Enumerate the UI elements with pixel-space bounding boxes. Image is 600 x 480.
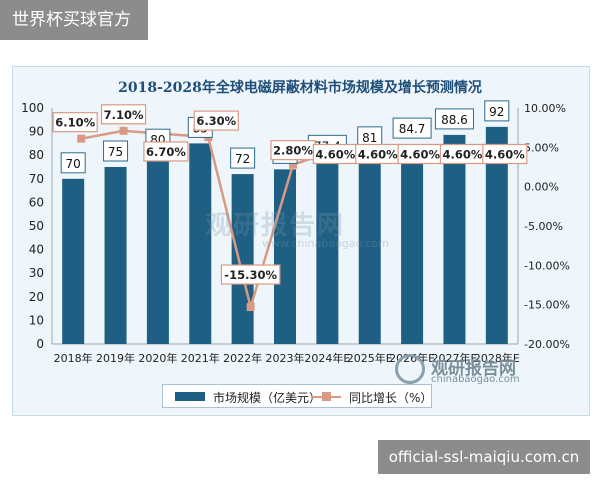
- bar: [358, 152, 381, 344]
- y-left-tick-label: 30: [29, 266, 44, 280]
- line-point: [246, 303, 255, 312]
- growth-value-label: 4.60%: [443, 147, 483, 161]
- site-url-tag: official-ssl-maiqiu.com.cn: [378, 440, 590, 474]
- bar-value-label: 70: [66, 157, 81, 171]
- y-right-tick-label: -5.00%: [524, 220, 563, 233]
- bar: [62, 178, 85, 344]
- y-right-tick-label: 5.00%: [524, 141, 559, 154]
- growth-value-label: 4.60%: [400, 147, 440, 161]
- y-left-tick-label: 0: [36, 337, 44, 351]
- brand-name: 观研报告网: [431, 359, 516, 379]
- y-left-tick-label: 90: [29, 125, 44, 139]
- data-labels: 70758085727477.48184.788.6926.10%7.10%6.…: [52, 100, 528, 285]
- x-tick-label: 2022年: [223, 351, 262, 365]
- x-tick-label: 2021年: [181, 351, 220, 365]
- growth-value-label-box: [52, 112, 98, 133]
- growth-value-label: 4.60%: [315, 147, 355, 161]
- growth-value-label: 2.80%: [273, 144, 313, 158]
- y-right-tick-label: 0.00%: [524, 181, 559, 194]
- watermark-url: www.chinabaogao.com: [262, 237, 389, 250]
- y-left-tick-label: 40: [29, 243, 44, 257]
- bar: [231, 174, 254, 344]
- legend-bar-label: 市场规模（亿美元）: [213, 391, 322, 405]
- bar-value-label-box: [434, 108, 474, 130]
- y-left-tick-label: 60: [29, 195, 44, 209]
- y-left-tick-label: 80: [29, 148, 44, 162]
- bar-value-label: 88.6: [441, 113, 468, 127]
- bar: [189, 143, 212, 344]
- y-right-tick-label: -20.00%: [524, 338, 570, 351]
- bar-value-label-box: [484, 100, 510, 122]
- legend-line-label: 同比增长（%）: [349, 391, 433, 405]
- brand-domain: chinabaogao.com: [431, 374, 520, 385]
- bar-value-label-box: [103, 140, 129, 162]
- bar-value-label: 75: [108, 145, 123, 159]
- x-tick-label: 2019年: [96, 351, 135, 365]
- growth-value-label: 7.10%: [104, 108, 144, 122]
- y-left-tick-label: 100: [21, 101, 44, 115]
- brand-mark-icon: [395, 354, 425, 384]
- growth-value-label-box: [193, 110, 239, 131]
- watermark-text: 观研报告网: [205, 211, 346, 241]
- line-point: [289, 160, 297, 169]
- axes: 0 10 20 30 40 50 60 70 80 90 100 -20.00% -15.00% -10.…: [21, 101, 570, 365]
- bar-value-label: 72: [235, 152, 250, 166]
- y-right-tick-label: -10.00%: [524, 259, 570, 272]
- bar-value-label-box: [392, 117, 432, 139]
- growth-value-label: 6.70%: [146, 145, 186, 159]
- bar: [316, 161, 339, 344]
- y-left-tick-label: 50: [29, 219, 44, 233]
- bar-series: [62, 126, 508, 344]
- y-right-tick-label: -15.00%: [524, 299, 570, 312]
- growth-value-label: 6.30%: [196, 114, 236, 128]
- bar-value-label: 81: [362, 131, 377, 145]
- x-tick-label: 2018年: [54, 351, 93, 365]
- x-tick-label: 2024年E: [304, 351, 350, 365]
- bar: [104, 167, 127, 344]
- y-left-tick-label: 70: [29, 172, 44, 186]
- line-point: [119, 126, 128, 135]
- growth-value-label: -15.30%: [224, 268, 277, 282]
- legend-bar-swatch: [175, 392, 205, 401]
- legend: 市场规模（亿美元） 同比增长（%）: [162, 384, 432, 408]
- growth-value-label-box: [143, 141, 189, 162]
- growth-value-label-box: [100, 104, 147, 125]
- brand-logo: 观研报告网 chinabaogao.com: [395, 352, 585, 388]
- chart-title: 2018-2028年全球电磁屏蔽材料市场规模及增长预测情况: [118, 79, 482, 96]
- x-tick-label: 2025年E: [347, 351, 393, 365]
- bar-value-label: 84.7: [399, 122, 426, 136]
- x-tick-label: 2027年E: [431, 351, 477, 365]
- x-tick-label: 2023年: [266, 351, 305, 365]
- bar-value-label-box: [60, 152, 86, 174]
- y-left-tick-label: 10: [29, 313, 44, 327]
- growth-value-label-box: [482, 143, 528, 165]
- site-tag: 世界杯买球官方: [0, 0, 148, 40]
- legend-line-marker: [322, 392, 331, 401]
- growth-value-label: 4.60%: [358, 147, 398, 161]
- bar: [401, 144, 424, 344]
- y-left-tick-label: 20: [29, 290, 44, 304]
- bar-value-label: 92: [489, 105, 504, 119]
- bar: [443, 134, 466, 344]
- x-tick-label: 2028年E: [474, 351, 520, 365]
- bar-value-label-box: [230, 147, 256, 169]
- line-point: [77, 134, 86, 143]
- x-tick-label: 2020年: [138, 351, 177, 365]
- bar: [146, 155, 169, 344]
- growth-value-label: 6.10%: [55, 116, 95, 130]
- growth-value-label-box: [220, 264, 281, 285]
- y-right-tick-label: 10.00%: [524, 102, 566, 115]
- growth-value-label: 4.60%: [485, 147, 525, 161]
- bar: [485, 126, 508, 344]
